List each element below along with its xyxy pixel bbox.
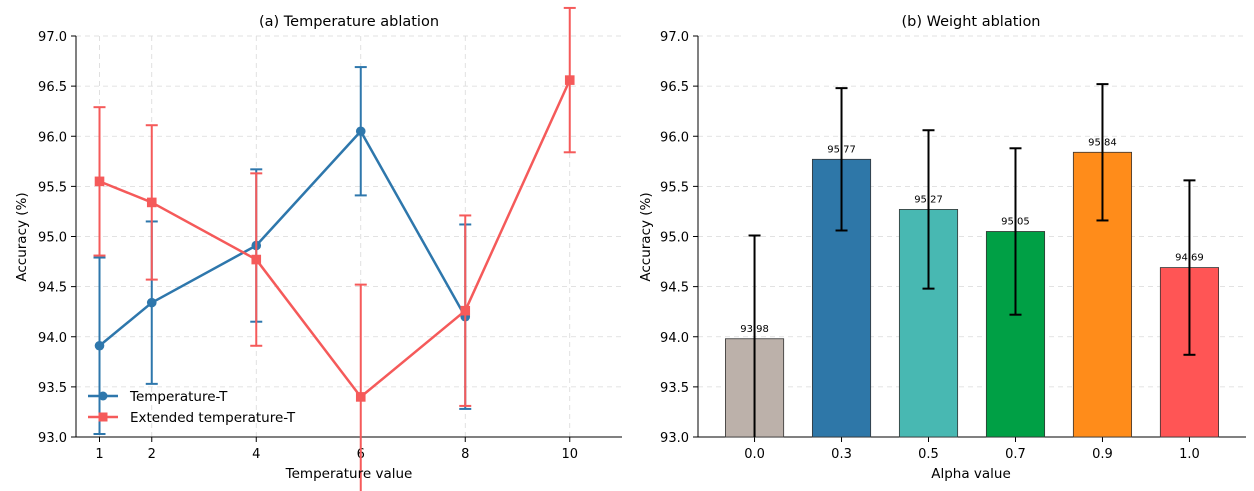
x-tick-label: 10 [561,447,578,462]
bar-group-0-0: 93.98 [725,234,785,438]
series-extended-temperature-t [93,6,576,491]
bar-group-0-9: 95.84 [1072,83,1133,438]
x-tick-label: 0.7 [1005,447,1026,462]
x-tick-label: 2 [148,447,156,462]
y-ticks: 93.0 93.5 94.0 94.5 95.0 95.5 96.0 96.5 97.0 [660,30,698,446]
y-tick-label: 96.5 [38,80,67,95]
value-label: 94.69 [1175,253,1204,264]
data-point [94,340,105,351]
weight-ablation-panel: 93.0 93.5 94.0 94.5 95.0 95.5 96.0 96.5 97.0 0.0… [638,14,1246,482]
value-label: 95.84 [1088,137,1117,148]
data-point [355,126,366,137]
x-ticks: 0.0 0.3 0.5 0.7 0.9 1.0 [744,437,1200,462]
y-tick-label: 95.5 [38,180,67,195]
value-label: 93.98 [740,324,769,335]
value-label: 95.27 [914,194,943,205]
y-tick-label: 93.0 [38,431,67,446]
bar-group-0-3: 95.77 [811,87,872,438]
data-point [251,254,262,265]
series-group [93,6,576,491]
data-point [146,197,157,208]
y-tick-label: 95.5 [660,180,689,195]
y-tick-label: 96.5 [660,80,689,95]
y-tick-label: 94.0 [660,331,689,346]
y-tick-label: 97.0 [660,30,689,45]
chart-title: (b) Weight ablation [901,14,1040,30]
temperature-ablation-panel: 93.0 93.5 94.0 94.5 95.0 95.5 96.0 96.5 97.0 1 2 4… [14,6,622,491]
y-tick-label: 96.0 [38,130,67,145]
series-line [98,129,467,347]
chart-title: (a) Temperature ablation [259,14,439,30]
x-tick-label: 0.3 [831,447,852,462]
x-axis-label: Alpha value [931,466,1011,482]
value-label: 95.77 [827,144,856,155]
data-point [146,297,157,308]
x-tick-label: 0.0 [744,447,765,462]
x-tick-label: 0.9 [1092,447,1113,462]
data-point [94,176,105,187]
bars-group: 93.98 95.77 95.27 95.05 95.84 94.69 [725,83,1220,438]
y-tick-label: 93.5 [38,381,67,396]
x-axis-label: Temperature value [285,466,413,482]
data-point [460,305,471,316]
y-tick-label: 93.5 [660,381,689,396]
y-tick-label: 95.0 [38,231,67,246]
bar-group-0-7: 95.05 [985,147,1046,438]
y-axis-label: Accuracy (%) [14,192,30,281]
legend: Temperature-T Extended temperature-T [88,389,296,426]
legend-label-temperature-t: Temperature-T [129,389,228,405]
y-tick-label: 94.5 [660,281,689,296]
x-tick-label: 0.5 [918,447,939,462]
y-ticks: 93.0 93.5 94.0 94.5 95.0 95.5 96.0 96.5 97.0 [38,30,76,446]
x-ticks: 1246810 [95,437,578,462]
bar-group-0-5: 95.27 [898,129,959,438]
y-tick-label: 96.0 [660,130,689,145]
bar-group-1-0: 94.69 [1159,179,1220,438]
y-tick-label: 95.0 [660,231,689,246]
legend-marker-extended-temperature-t [98,412,108,422]
series-temperature-t [93,66,472,435]
y-axis-label: Accuracy (%) [638,192,654,281]
value-label: 95.05 [1001,216,1030,227]
legend-label-extended-temperature-t: Extended temperature-T [130,410,296,426]
x-tick-label: 8 [461,447,469,462]
x-tick-label: 1 [95,447,103,462]
legend-marker-temperature-t [98,391,108,401]
x-tick-label: 1.0 [1179,447,1200,462]
series-line [99,79,571,399]
y-tick-label: 97.0 [38,30,67,45]
y-tick-label: 94.5 [38,281,67,296]
x-tick-label: 4 [252,447,260,462]
grid [76,35,622,438]
y-tick-label: 93.0 [660,431,689,446]
data-point [355,392,366,402]
data-point [564,75,575,85]
y-tick-label: 94.0 [38,331,67,346]
